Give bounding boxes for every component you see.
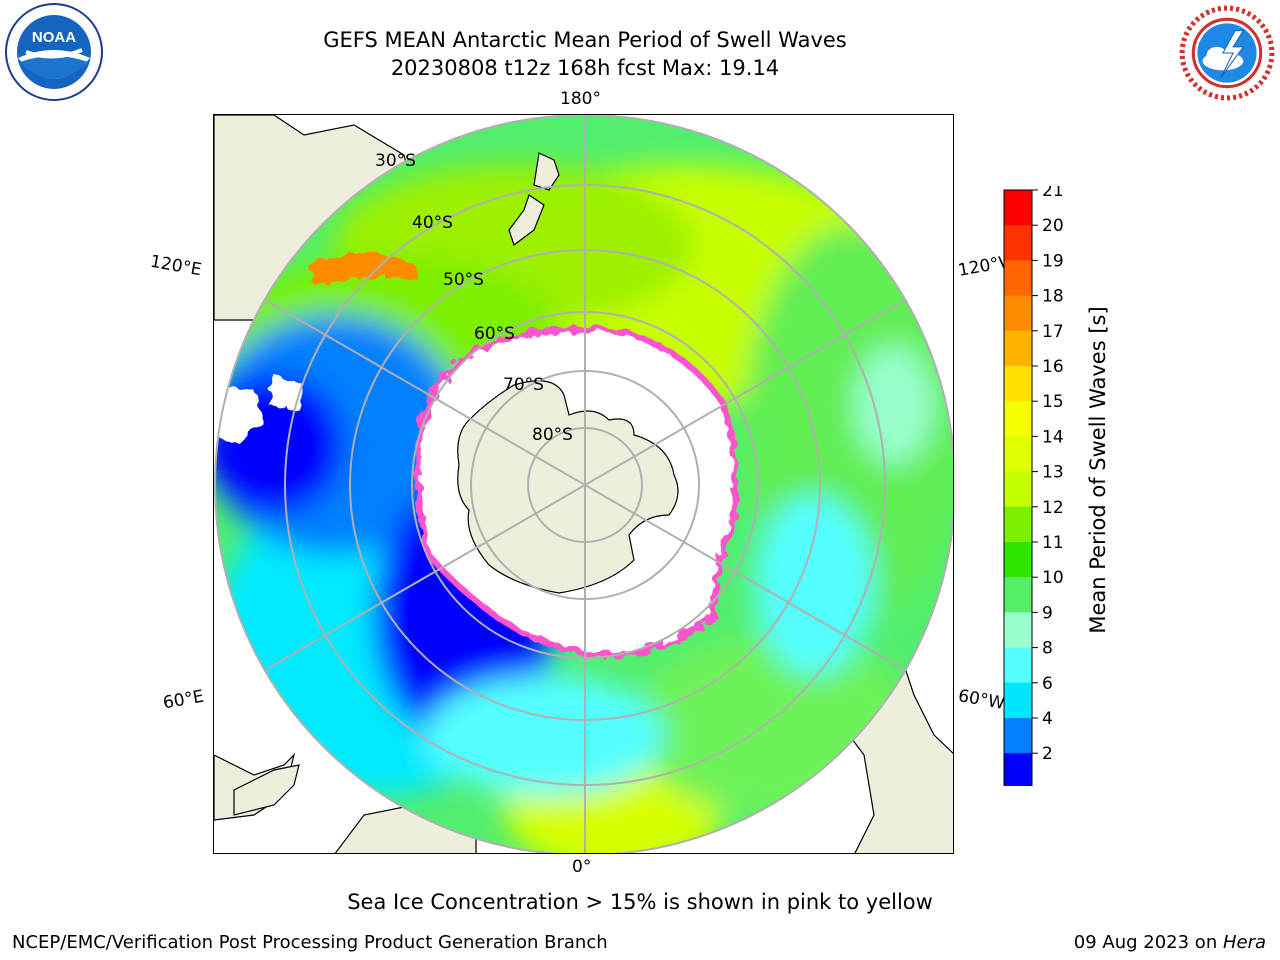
- colorbar-tick-label: 4: [1042, 709, 1053, 729]
- colorbar-tick-label: 16: [1042, 357, 1064, 377]
- meridian-label-0: 0°: [572, 857, 592, 877]
- colorbar-swatch: [1004, 753, 1032, 786]
- colorbar-tick-label: 6: [1042, 674, 1053, 694]
- colorbar-swatch: [1004, 366, 1032, 402]
- graticule: [214, 115, 953, 853]
- colorbar-swatch: [1004, 225, 1032, 261]
- colorbar-swatch: [1004, 260, 1032, 297]
- colorbar-swatch: [1004, 612, 1032, 649]
- colorbar-frame: [1003, 189, 1033, 786]
- colorbar-swatch: [1004, 718, 1032, 754]
- colorbar-swatch: [1004, 506, 1032, 543]
- colorbar-tick-label: 9: [1042, 603, 1053, 623]
- colorbar-swatch: [1004, 542, 1032, 578]
- noaa-logo-text: NOAA: [32, 29, 76, 46]
- parallel-label-70s: 70°S: [503, 375, 544, 395]
- meridian-label-60e: 60°E: [161, 686, 206, 714]
- sea-ice-footnote: Sea Ice Concentration > 15% is shown in …: [347, 890, 933, 914]
- polar-map-canvas: [214, 115, 953, 853]
- parallel-label-50s: 50°S: [443, 270, 484, 290]
- colorbar-tick-label: 14: [1042, 427, 1064, 447]
- parallel-label-30s: 30°S: [375, 151, 416, 171]
- colorbar-tick-label: 21: [1042, 186, 1064, 201]
- colorbar-tick-label: 12: [1042, 498, 1064, 518]
- colorbar-tick-label: 20: [1042, 216, 1064, 236]
- parallel-label-40s: 40°S: [412, 213, 453, 233]
- credit-date: 09 Aug 2023 on Hera: [1074, 932, 1266, 953]
- colorbar-swatch: [1004, 295, 1032, 332]
- colorbar-swatch: [1004, 647, 1032, 684]
- parallel-label-60s: 60°S: [474, 324, 515, 344]
- colorbar-tick-label: 2: [1042, 744, 1053, 764]
- colorbar-tick-label: 15: [1042, 392, 1064, 412]
- colorbar-swatch: [1004, 190, 1032, 226]
- credit-branch: NCEP/EMC/Verification Post Processing Pr…: [12, 932, 608, 953]
- chart-title: GEFS MEAN Antarctic Mean Period of Swell…: [323, 28, 847, 52]
- colorbar-swatch: [1004, 471, 1032, 508]
- colorbar-swatch: [1004, 682, 1032, 719]
- colorbar-tick-label: 11: [1042, 533, 1064, 553]
- chart-subtitle: 20230808 t12z 168h fcst Max: 19.14: [390, 56, 780, 80]
- credit-date-text: 09 Aug 2023 on: [1073, 932, 1223, 953]
- colorbar-swatch: [1004, 577, 1032, 613]
- colorbar-tick-label: 10: [1042, 568, 1064, 588]
- antarctica-landmass: [457, 380, 679, 594]
- outer-landmasses: [214, 115, 953, 853]
- colorbar-tick-label: 13: [1042, 463, 1064, 483]
- nws-logo: [1178, 4, 1276, 102]
- parallel-label-80s: 80°S: [532, 425, 573, 445]
- noaa-logo: NOAA: [5, 3, 103, 101]
- colorbar-tick-label: 19: [1042, 251, 1064, 271]
- credit-machine: Hera: [1222, 932, 1266, 953]
- swell-period-field: [215, 115, 953, 853]
- colorbar-tick-label: 18: [1042, 287, 1064, 307]
- colorbar-swatch: [1004, 330, 1032, 367]
- colorbar: 21 20 19 18 17 16 15 14 13 12 11 10 9 8 6 4 2: [1003, 186, 1064, 786]
- polar-map: [213, 114, 954, 854]
- colorbar-swatch: [1004, 401, 1032, 437]
- new-zealand-landmass: [508, 152, 560, 246]
- colorbar-tick-label: 17: [1042, 322, 1064, 342]
- colorbar-tick-label: 8: [1042, 639, 1053, 659]
- meridian-label-120e: 120°E: [148, 251, 204, 281]
- meridian-label-180: 180°: [560, 89, 601, 109]
- colorbar-label: Mean Period of Swell Waves [s]: [1086, 306, 1110, 634]
- colorbar-swatch: [1004, 436, 1032, 473]
